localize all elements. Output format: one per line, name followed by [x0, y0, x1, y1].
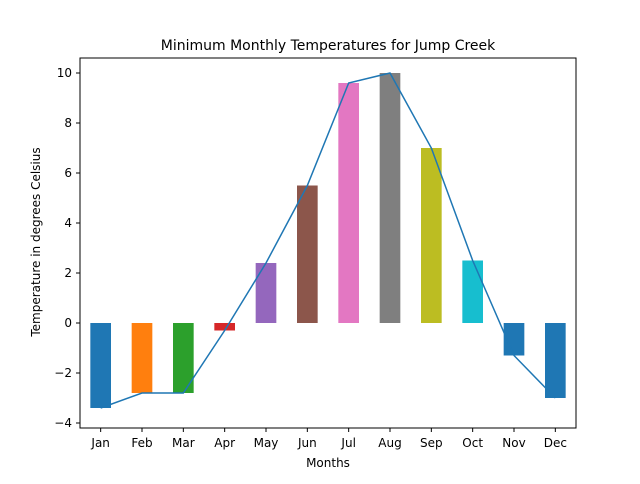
x-tick-label: Dec — [544, 436, 567, 450]
bar-jul — [338, 83, 359, 323]
chart-title: Minimum Monthly Temperatures for Jump Cr… — [161, 38, 496, 54]
x-tick-label: May — [254, 436, 279, 450]
y-axis-label: Temperature in degrees Celsius — [29, 147, 43, 337]
x-tick-label: Mar — [172, 436, 195, 450]
bar-apr — [214, 323, 235, 331]
trend-line — [100, 72, 556, 409]
plot-area-frame — [79, 57, 577, 429]
x-tick-label: Jun — [297, 436, 317, 450]
bar-aug — [379, 73, 401, 323]
y-tick-label: 2 — [64, 266, 72, 280]
y-tick-label: 6 — [64, 166, 72, 180]
bar-dec — [545, 323, 566, 398]
y-tick-label: 8 — [64, 116, 72, 130]
bar-sep — [421, 148, 442, 323]
y-tick-label: −2 — [54, 366, 72, 380]
x-tick-label: Apr — [214, 436, 235, 450]
y-tick-label: 4 — [64, 216, 72, 230]
bar-jan — [90, 323, 111, 408]
x-tick-label: Oct — [462, 436, 483, 450]
x-tick-label: Nov — [502, 436, 525, 450]
x-tick-label: Jul — [340, 436, 355, 450]
y-axis: −4 −2 0 2 4 6 8 10 — [54, 66, 80, 430]
bar-series — [90, 73, 566, 408]
y-tick-label: −4 — [54, 416, 72, 430]
bar-jun — [297, 185, 318, 323]
bar-nov — [503, 323, 525, 356]
x-axis: Jan Feb Mar Apr May Jun Jul Aug Sep Oct Nov Dec — [90, 428, 567, 450]
x-tick-label: Aug — [378, 436, 401, 450]
y-tick-label: 10 — [57, 66, 72, 80]
x-tick-label: Sep — [420, 436, 443, 450]
bar-feb — [131, 323, 153, 393]
bar-may — [255, 263, 277, 323]
x-axis-label: Months — [306, 456, 350, 470]
x-tick-label: Jan — [90, 436, 110, 450]
bar-mar — [173, 323, 194, 393]
x-tick-label: Feb — [131, 436, 152, 450]
bar-oct — [462, 260, 483, 323]
y-tick-label: 0 — [64, 316, 72, 330]
